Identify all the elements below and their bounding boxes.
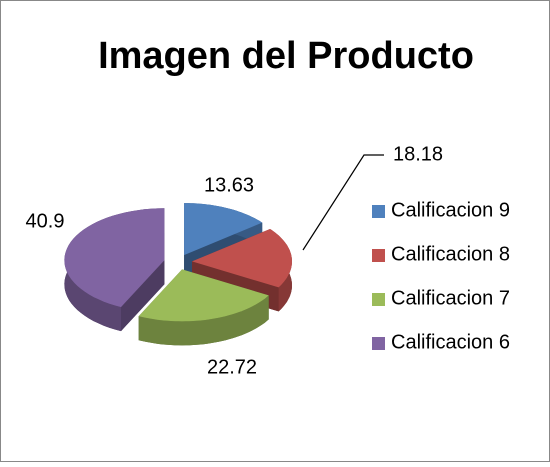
slice [138, 269, 269, 322]
legend-label: Calificacion 8 [391, 243, 510, 265]
legend-label: Calificacion 9 [391, 199, 510, 221]
legend-swatch [372, 337, 385, 350]
leader-line [302, 154, 384, 251]
slice [64, 208, 165, 308]
slice-wall [121, 260, 165, 332]
legend-label: Calificacion 6 [391, 331, 510, 353]
slice [192, 229, 292, 288]
legend-label: Calificacion 7 [391, 287, 510, 309]
data-label: 22.72 [207, 356, 257, 378]
data-label: 13.63 [204, 174, 254, 196]
slice [184, 203, 263, 256]
legend-swatch [372, 205, 385, 218]
legend-swatch [372, 249, 385, 262]
slice-side [138, 295, 269, 346]
legend-swatch [372, 293, 385, 306]
data-label: 40.9 [26, 210, 65, 232]
data-label: 18.18 [393, 143, 443, 165]
chart-title: Imagen del Producto [98, 35, 474, 77]
